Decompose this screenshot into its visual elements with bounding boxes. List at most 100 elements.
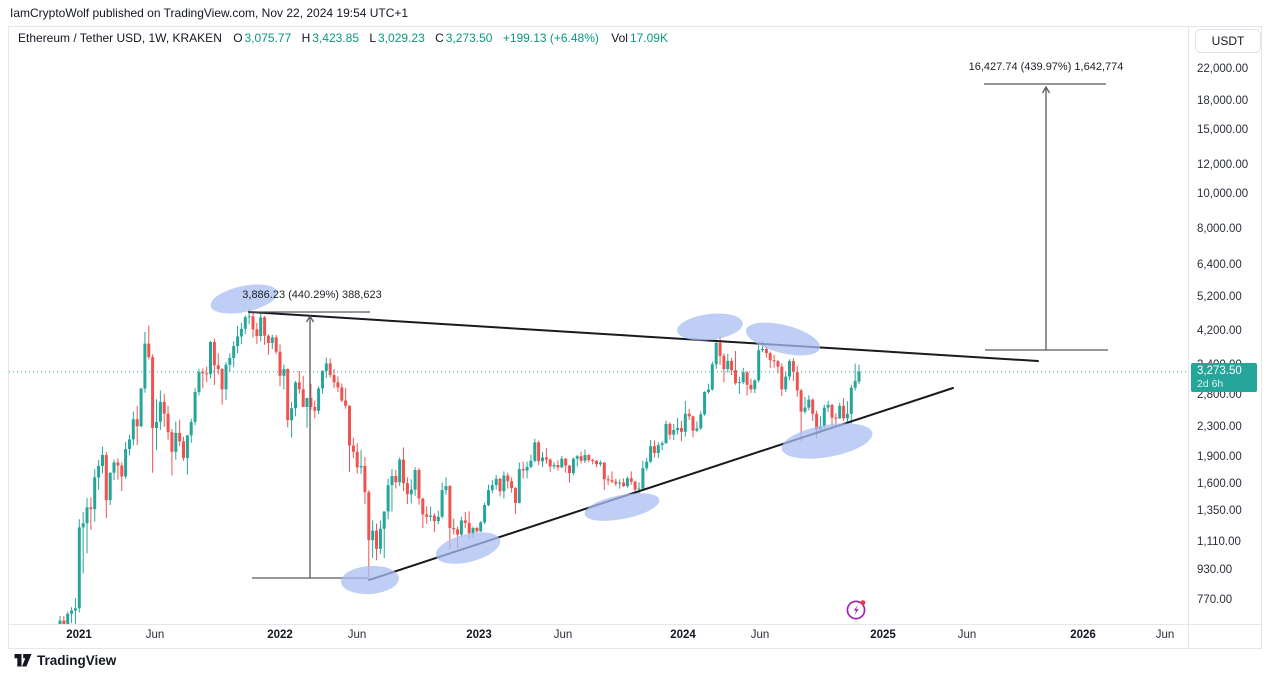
candle-body xyxy=(502,475,506,492)
candle-body xyxy=(583,455,587,461)
time-axis[interactable]: 2021 Jun 2022 Jun 2023 Jun 2024 Jun 2025 Jun 2026 J… xyxy=(8,624,1188,648)
candle-body xyxy=(120,465,124,477)
candle-body xyxy=(656,445,660,453)
candle-body xyxy=(355,451,359,468)
candle-body xyxy=(112,462,116,473)
price-axis-label: 2,800.00 xyxy=(1197,389,1242,402)
candle-body xyxy=(259,317,263,336)
candle-body xyxy=(537,442,541,462)
volume-value: 17.09K xyxy=(629,31,668,45)
candle-body xyxy=(857,371,861,382)
candle-body xyxy=(243,317,247,329)
tradingview-logo[interactable]: TradingView xyxy=(14,653,116,668)
candle-body xyxy=(382,511,386,529)
price-axis-label: 1,110.00 xyxy=(1197,536,1241,548)
time-axis-month-label: Jun xyxy=(750,629,770,641)
price-axis-label: 930.00 xyxy=(1197,564,1233,577)
time-axis-year-label: 2025 xyxy=(870,629,896,641)
candle-body xyxy=(228,358,232,365)
open-value: 3,075.77 xyxy=(244,31,292,45)
time-axis-year-label: 2022 xyxy=(267,629,293,641)
candle-body xyxy=(402,459,405,484)
price-axis[interactable]: 22,000.00 18,000.00 15,000.00 12,000.00 10,0… xyxy=(1188,26,1271,624)
candle-body xyxy=(348,405,351,446)
price-axis-label: 8,000.00 xyxy=(1197,223,1242,236)
candle-body xyxy=(139,388,143,427)
measure-arrowhead-up xyxy=(305,314,315,323)
candle-body xyxy=(62,620,66,624)
candle-body xyxy=(104,455,108,501)
candle-body xyxy=(471,528,475,534)
candle-body xyxy=(432,515,436,522)
candle-body xyxy=(544,457,548,460)
candle-body xyxy=(405,483,409,495)
highlight-ellipse xyxy=(435,532,501,564)
candle-body xyxy=(170,432,174,452)
candle-body xyxy=(683,413,687,432)
candle-body xyxy=(282,369,286,376)
candle-body xyxy=(815,413,819,430)
trendline-descending-resistance xyxy=(248,311,1039,362)
candle-body xyxy=(467,522,471,534)
candle-body xyxy=(730,360,734,371)
measure-arrowhead-up xyxy=(1041,85,1051,94)
candle-body xyxy=(776,361,780,367)
highlight-ellipse xyxy=(677,313,743,341)
candle-body xyxy=(521,469,525,471)
pane-border-right xyxy=(1261,26,1262,648)
time-axis-separator xyxy=(8,624,1262,625)
candle-body xyxy=(309,397,313,407)
candle-body xyxy=(336,382,340,388)
candle-body xyxy=(452,528,456,530)
candle-body xyxy=(556,465,560,468)
flash-circle xyxy=(846,600,866,620)
time-axis-year-label: 2026 xyxy=(1070,629,1096,641)
candle-body xyxy=(668,423,672,435)
candle-body xyxy=(494,478,498,486)
price-axis-label: 15,000.00 xyxy=(1197,123,1249,136)
flash-ideas-icon[interactable] xyxy=(844,597,869,622)
candle-body xyxy=(58,620,62,624)
candle-body xyxy=(436,516,440,522)
candle-body xyxy=(479,522,483,532)
candle-body xyxy=(680,428,683,432)
highlight-ellipse xyxy=(745,322,821,356)
candle-body xyxy=(849,387,853,414)
candle-body xyxy=(842,405,846,419)
time-axis-month-label: Jun xyxy=(145,629,165,641)
candle-body xyxy=(239,328,243,337)
candle-body xyxy=(475,528,479,532)
open-label: O xyxy=(233,31,243,45)
price-axis-separator xyxy=(1188,26,1189,648)
candle-body xyxy=(637,488,641,490)
candle-body xyxy=(344,400,348,406)
candle-body xyxy=(313,407,317,411)
candle-body xyxy=(803,407,807,412)
symbol-title: Ethereum / Tether USD, 1W, KRAKEN xyxy=(18,31,222,45)
candle-body xyxy=(575,456,579,459)
candle-body xyxy=(81,523,85,528)
candle-body xyxy=(182,441,185,458)
candle-body xyxy=(772,360,776,362)
price-axis-label: 770.00 xyxy=(1197,593,1233,606)
candle-body xyxy=(209,342,212,375)
candle-body xyxy=(274,337,278,352)
candle-body xyxy=(564,458,568,466)
candle-body xyxy=(375,530,378,549)
candle-body xyxy=(737,382,741,384)
high-label: H xyxy=(301,31,311,45)
candle-body xyxy=(97,466,101,478)
candle-body xyxy=(525,466,529,471)
candle-body xyxy=(695,428,699,431)
currency-toggle-button[interactable]: USDT xyxy=(1195,29,1261,53)
candle-body xyxy=(290,408,294,421)
candle-body xyxy=(371,530,375,541)
candle-body xyxy=(193,392,197,422)
low-value: 3,029.23 xyxy=(378,31,425,45)
high-value: 3,423.85 xyxy=(312,31,359,45)
chart-canvas[interactable]: 3,886.23 (440.29%) 388,623 16,427.74 (439… xyxy=(9,27,1187,624)
candle-body xyxy=(178,432,182,442)
candle-body xyxy=(490,485,494,491)
candle-body xyxy=(409,489,413,495)
candle-body xyxy=(317,388,321,411)
